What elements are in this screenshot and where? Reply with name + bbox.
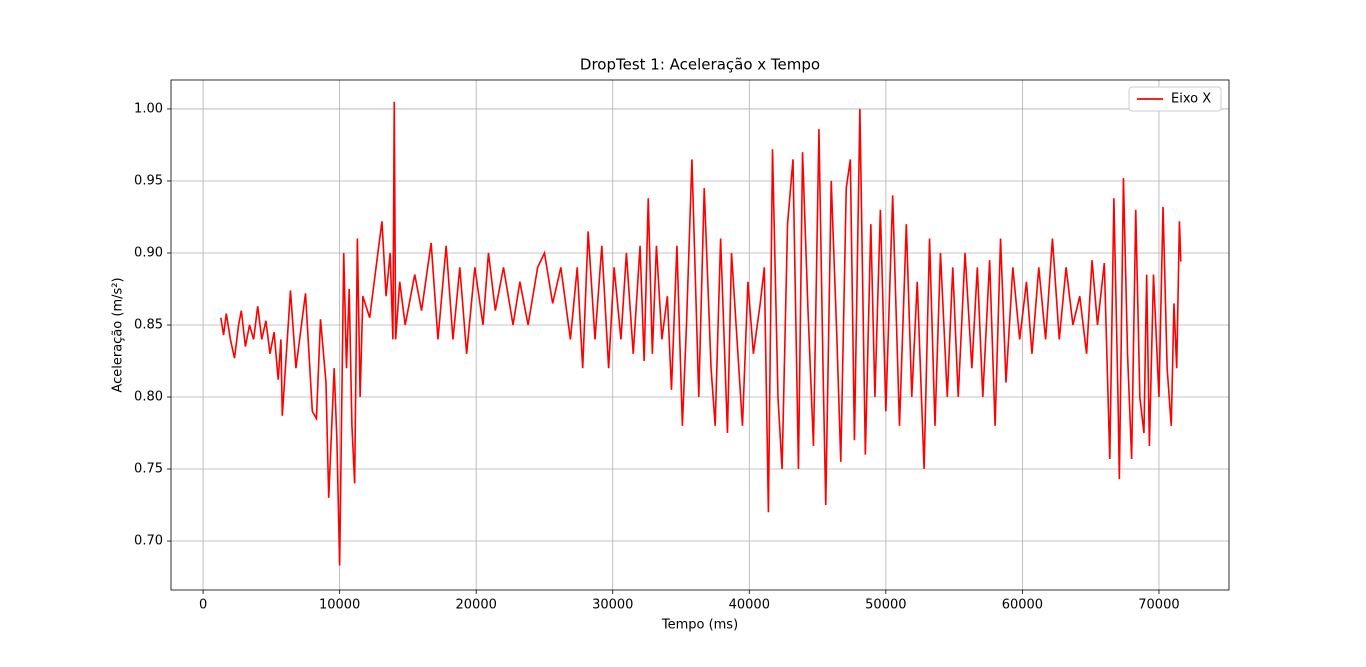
x-tick-label: 60000 [1002, 598, 1043, 613]
chart-title: DropTest 1: Aceleração x Tempo [580, 56, 820, 74]
y-tick-label: 0.70 [134, 534, 163, 549]
x-axis-label: Tempo (ms) [661, 618, 738, 633]
y-tick-label: 1.00 [134, 101, 163, 116]
y-tick-label: 0.95 [134, 173, 163, 188]
legend-box [1128, 86, 1222, 112]
x-tick-label: 20000 [456, 598, 497, 613]
legend-label: Eixo X [1171, 92, 1211, 107]
y-tick-label: 0.85 [134, 317, 163, 332]
x-tick-label: 10000 [319, 598, 360, 613]
x-tick-label: 40000 [729, 598, 770, 613]
y-tick-label: 0.90 [134, 245, 163, 260]
plot-frame [170, 79, 1230, 591]
data-line [220, 101, 1182, 566]
y-tick-label: 0.75 [134, 462, 163, 477]
y-axis-label: Aceleração (m/s²) [111, 277, 126, 392]
x-tick-label: 0 [199, 598, 207, 613]
x-tick-label: 30000 [592, 598, 633, 613]
y-tick-label: 0.80 [134, 390, 163, 405]
x-tick-label: 50000 [865, 598, 906, 613]
x-tick-label: 70000 [1138, 598, 1179, 613]
